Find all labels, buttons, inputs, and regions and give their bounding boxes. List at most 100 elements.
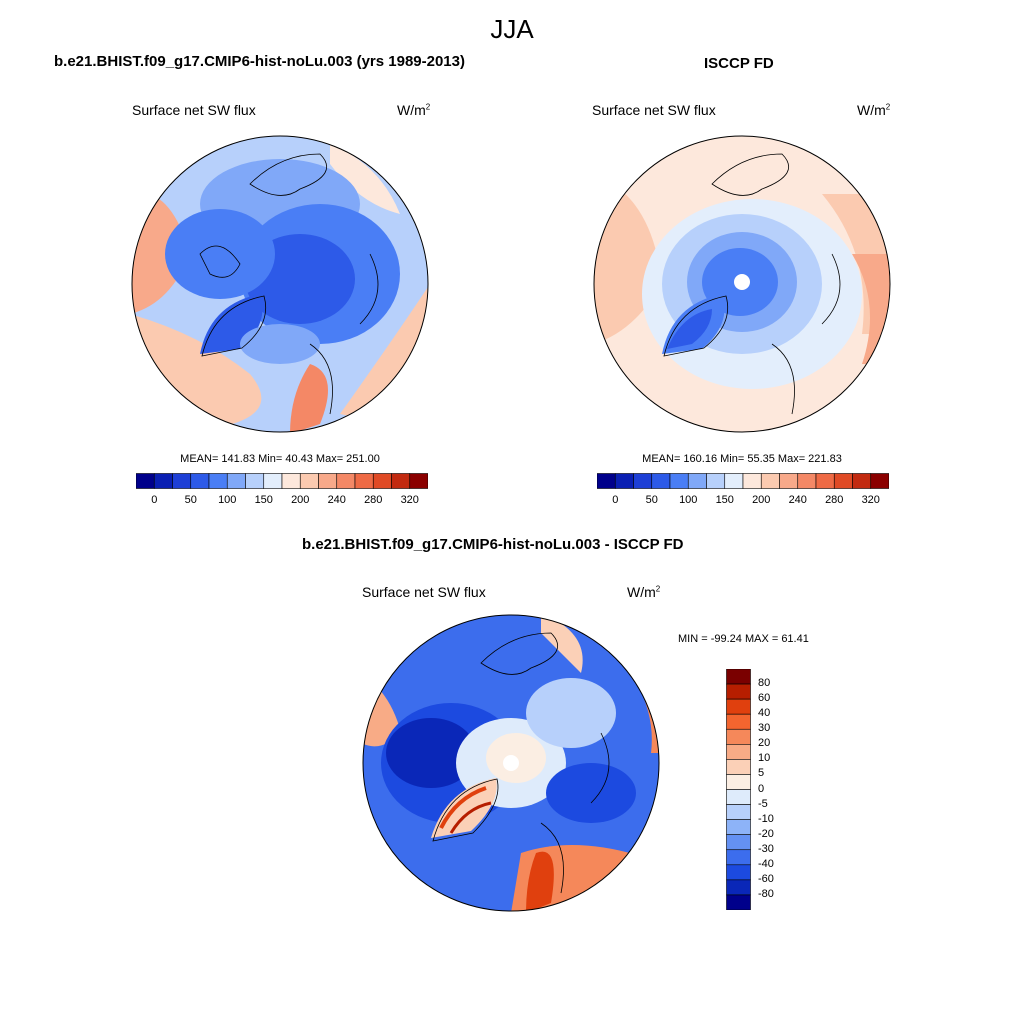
panel-2-colorbar-box <box>870 473 889 489</box>
panel-3-colorbar-box <box>726 834 751 851</box>
panel-2-colorbar-box <box>669 473 689 489</box>
panel-2-colorbar-tick-label: 240 <box>788 494 807 506</box>
panel-1-colorbar-tick-label: 100 <box>218 494 237 506</box>
panel-2-colorbar-box <box>614 473 634 489</box>
panel-3-colorbar-tick-label: 10 <box>758 752 771 765</box>
panel-2-colorbar-box <box>597 473 616 489</box>
panel-2-colorbar-tick-label: 320 <box>861 494 880 506</box>
panel-2-colorbar-box <box>633 473 653 489</box>
panel-3-colorbar-box <box>726 713 751 730</box>
panel-3-colorbar-box <box>726 894 751 910</box>
panel-3-variable: Surface net SW flux <box>362 584 486 600</box>
panel-2-colorbar-box <box>760 473 780 489</box>
panel-1-colorbar-labels: 0 50 100 150 200 240 280 320 <box>136 494 428 508</box>
panel-2-colorbar-box <box>742 473 762 489</box>
panel-2-colorbar-tick-label: 280 <box>825 494 844 506</box>
panel-3-colorbar-tick-label: 5 <box>758 767 765 780</box>
panel-2-variable: Surface net SW flux <box>592 102 716 118</box>
panel-3-colorbar-tick-label: 60 <box>758 692 771 705</box>
panel-1-stats: MEAN= 141.83 Min= 40.43 Max= 251.00 <box>180 453 380 465</box>
panel-3-colorbar-box <box>726 669 751 685</box>
panel-3-colorbar-tick-label: -80 <box>758 887 774 900</box>
panel-2-colorbar-labels: 0 50 100 150 200 240 280 320 <box>597 494 889 508</box>
panel-2-stats: MEAN= 160.16 Min= 55.35 Max= 221.83 <box>642 453 842 465</box>
panel-1-colorbar-box <box>318 473 338 489</box>
panel-1-units: W/m2 <box>397 102 431 118</box>
panel-1-colorbar-box <box>245 473 265 489</box>
panel-3-colorbar-box <box>726 774 751 790</box>
panel-1-colorbar-box <box>409 473 428 489</box>
panel-3-colorbar-box <box>726 789 751 805</box>
panel-1-colorbar-box <box>226 473 246 489</box>
panel-1-colorbar-box <box>263 473 283 489</box>
panel-1-colorbar-box <box>391 473 411 489</box>
panel-1-colorbar-box <box>208 473 228 489</box>
panel-3-colorbar-box <box>726 728 751 745</box>
panel-3-colorbar-tick-label: 30 <box>758 722 771 735</box>
panel-2-units: W/m2 <box>857 102 891 118</box>
panel-1-colorbar-box <box>336 473 356 489</box>
panel-3-colorbar-tick-label: 80 <box>758 677 771 690</box>
panel-1-colorbar-tick-label: 280 <box>364 494 383 506</box>
panel-3-colorbar-box <box>726 759 751 775</box>
panel-3-units: W/m2 <box>627 584 661 600</box>
panel-2-polar-map <box>593 135 891 433</box>
panel-2-colorbar-box <box>724 473 744 489</box>
panel-3-colorbar-box <box>726 683 751 700</box>
panel-2-colorbar-box <box>687 473 707 489</box>
panel-1-colorbar-tick-label: 50 <box>184 494 197 506</box>
panel-2-colorbar-box <box>833 473 853 489</box>
panel-3-colorbar-box <box>726 744 751 760</box>
panel-2-colorbar-tick-label: 100 <box>679 494 698 506</box>
panel-3-colorbar-box <box>726 849 751 866</box>
panel-1-title: b.e21.BHIST.f09_g17.CMIP6-hist-noLu.003 … <box>54 53 465 70</box>
panel-3-colorbar-labels: 80 60 40 30 20 10 5 0 -5 -10 -20 -30 -40 -60 -80 <box>758 669 798 910</box>
panel-3-colorbar-tick-label: -10 <box>758 812 774 825</box>
panel-1-colorbar-tick-label: 150 <box>254 494 273 506</box>
panel-1-colorbar <box>136 473 428 489</box>
panel-2-colorbar-tick-label: 0 <box>612 494 619 506</box>
panel-1-polar-map <box>131 135 429 433</box>
panel-1-colorbar-box <box>354 473 374 489</box>
panel-3-colorbar-tick-label: 0 <box>758 782 765 795</box>
panel-3-colorbar <box>726 669 751 910</box>
panel-1-colorbar-tick-label: 200 <box>291 494 310 506</box>
panel-3-colorbar-box <box>726 804 751 820</box>
panel-3-colorbar-tick-label: -60 <box>758 872 774 885</box>
panel-2-colorbar-tick-label: 200 <box>752 494 771 506</box>
panel-2-colorbar-box <box>797 473 817 489</box>
panel-1-colorbar-box <box>136 473 155 489</box>
panel-1-colorbar-box <box>190 473 210 489</box>
panel-3-stats: MIN = -99.24 MAX = 61.41 <box>678 633 809 645</box>
panel-2-colorbar-tick-label: 150 <box>715 494 734 506</box>
panel-2-colorbar-tick-label: 50 <box>645 494 658 506</box>
panel-2-colorbar-box <box>779 473 799 489</box>
panel-3-colorbar-box <box>726 879 751 896</box>
panel-1-colorbar-tick-label: 320 <box>400 494 419 506</box>
panel-3-title: b.e21.BHIST.f09_g17.CMIP6-hist-noLu.003 … <box>302 536 684 553</box>
panel-3-colorbar-tick-label: 40 <box>758 707 771 720</box>
panel-3-colorbar-tick-label: -40 <box>758 857 774 870</box>
panel-1-colorbar-box <box>172 473 192 489</box>
panel-3-colorbar-box <box>726 698 751 715</box>
panel-1-colorbar-box <box>299 473 319 489</box>
panel-2-title: ISCCP FD <box>704 55 774 72</box>
panel-3-colorbar-tick-label: -5 <box>758 797 768 810</box>
panel-1-colorbar-box <box>281 473 301 489</box>
panel-1-colorbar-box <box>153 473 173 489</box>
panel-2-colorbar-box <box>706 473 726 489</box>
panel-1-variable: Surface net SW flux <box>132 102 256 118</box>
panel-3-colorbar-tick-label: 20 <box>758 737 771 750</box>
panel-3-colorbar-box <box>726 819 751 835</box>
panel-1-colorbar-tick-label: 0 <box>151 494 158 506</box>
panel-3-polar-map <box>362 614 660 912</box>
panel-2-colorbar-box <box>852 473 872 489</box>
panel-2-colorbar-box <box>815 473 835 489</box>
panel-1-colorbar-box <box>372 473 392 489</box>
panel-3-colorbar-tick-label: -20 <box>758 827 774 840</box>
panel-3-colorbar-tick-label: -30 <box>758 842 774 855</box>
panel-1-colorbar-tick-label: 240 <box>327 494 346 506</box>
figure-title: JJA <box>490 14 534 44</box>
panel-3-colorbar-box <box>726 864 751 881</box>
panel-2-colorbar <box>597 473 889 489</box>
